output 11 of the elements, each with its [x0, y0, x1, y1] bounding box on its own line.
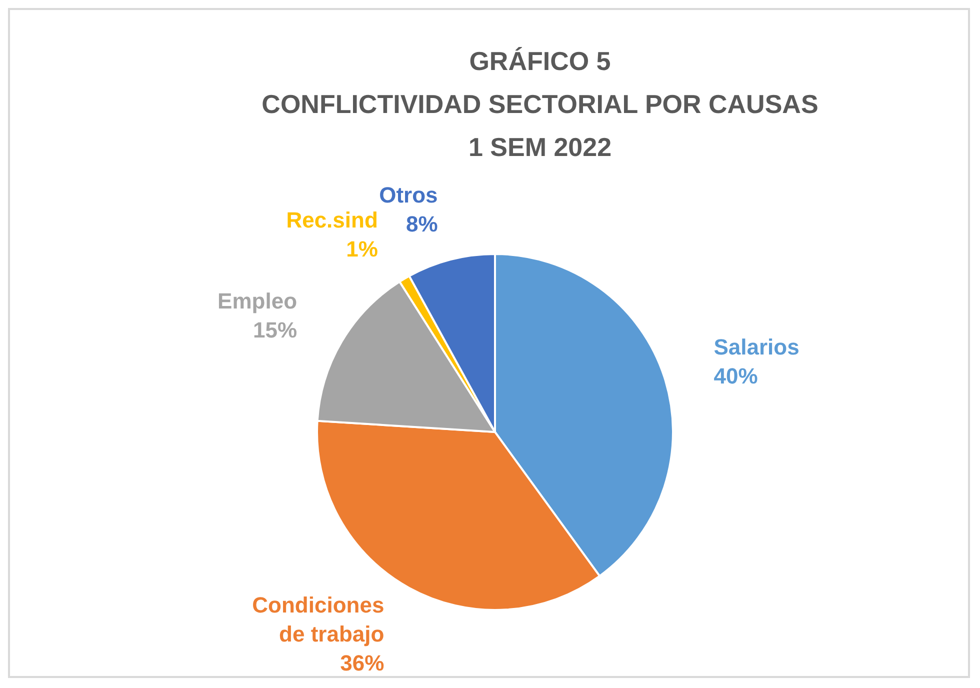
slice-label: Empleo	[218, 288, 298, 313]
chart-title: GRÁFICO 5 CONFLICTIVIDAD SECTORIAL POR CAUSAS 1 SEM 2022	[260, 45, 820, 164]
data-label: 8%	[406, 211, 438, 236]
slice-label: Condiciones de trabajo	[252, 592, 384, 646]
data-label: 36%	[340, 650, 384, 676]
slice-label: Rec.sind	[286, 207, 378, 232]
slice-label: Otros	[379, 182, 438, 208]
data-label: 40%	[714, 362, 758, 388]
data-label: 1%	[346, 236, 378, 262]
slice-label: Salarios	[714, 334, 800, 359]
data-label: 15%	[252, 316, 298, 342]
